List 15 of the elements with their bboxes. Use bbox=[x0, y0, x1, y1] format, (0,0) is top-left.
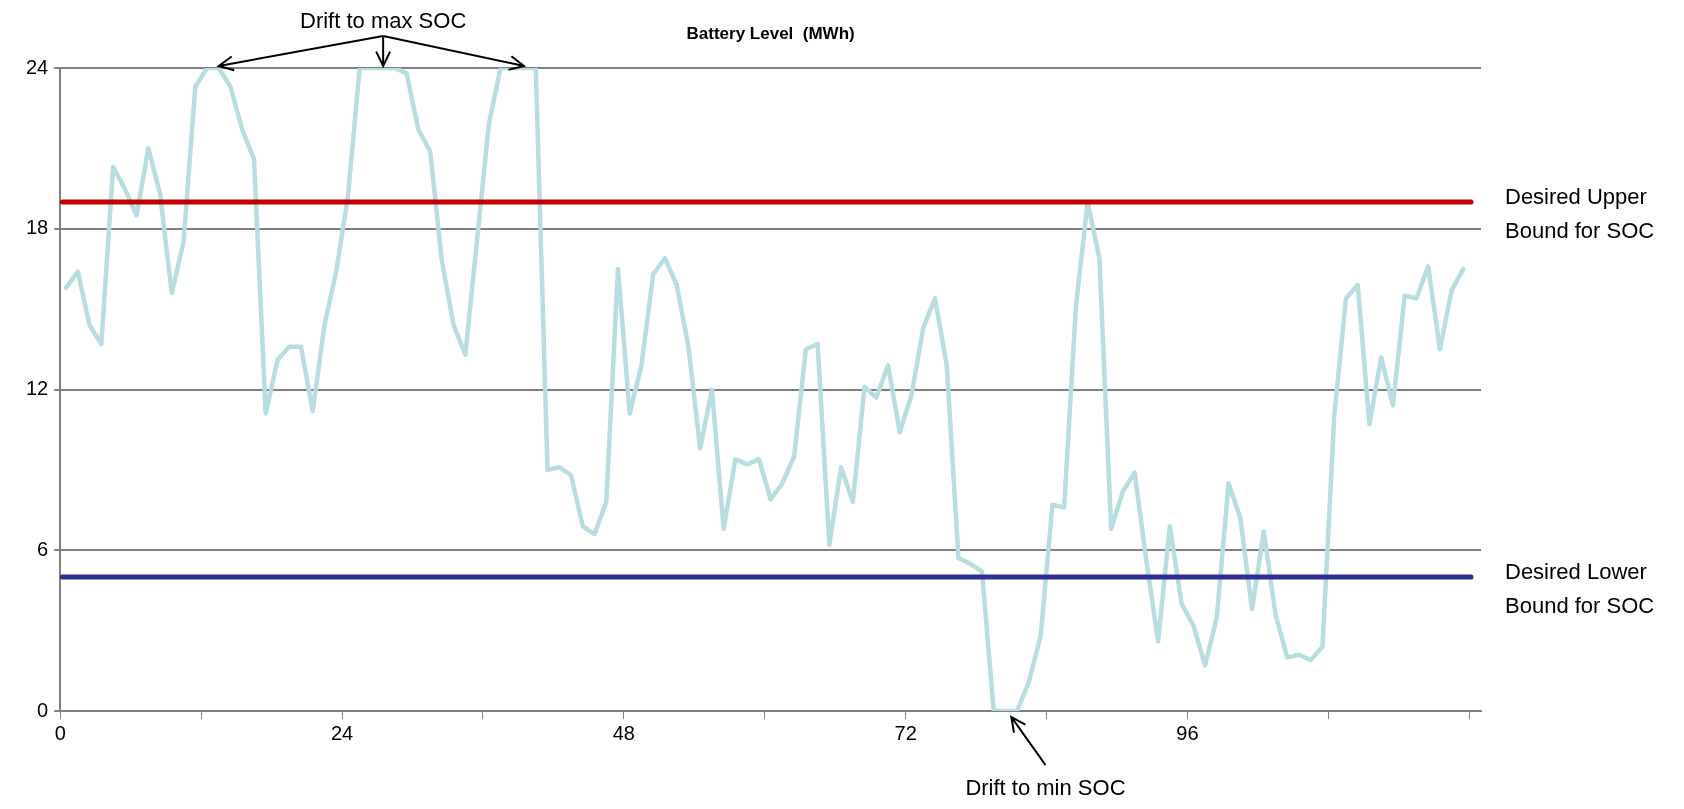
ref-line-label: Desired Upper Bound for SOC bbox=[1505, 184, 1655, 244]
chart-title: Battery Level (MWh) bbox=[686, 23, 855, 43]
y-tick-label: 6 bbox=[37, 537, 49, 560]
y-tick-label: 0 bbox=[37, 698, 49, 721]
x-tick-label: 24 bbox=[330, 721, 354, 744]
x-tick-label: 48 bbox=[612, 721, 635, 744]
x-tick-label: 72 bbox=[894, 721, 917, 744]
annotation: Drift to max SOC bbox=[300, 8, 467, 34]
annotation: Drift to min SOC bbox=[965, 775, 1126, 800]
x-tick-label: 0 bbox=[54, 721, 66, 744]
y-tick-label: 18 bbox=[26, 216, 49, 239]
y-tick-label: 12 bbox=[26, 377, 49, 400]
ref-line-label: Desired Lower Bound for SOC bbox=[1505, 559, 1655, 619]
y-tick-label: 24 bbox=[26, 55, 49, 78]
x-tick-label: 96 bbox=[1176, 721, 1199, 744]
